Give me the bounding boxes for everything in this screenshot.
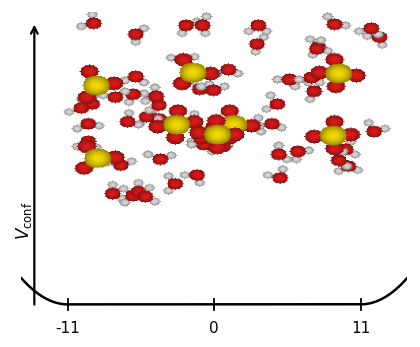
Text: -11: -11 (55, 321, 80, 336)
Text: 0: 0 (210, 321, 219, 336)
Text: $V_\mathrm{conf}$: $V_\mathrm{conf}$ (14, 202, 34, 240)
Text: 11: 11 (351, 321, 370, 336)
